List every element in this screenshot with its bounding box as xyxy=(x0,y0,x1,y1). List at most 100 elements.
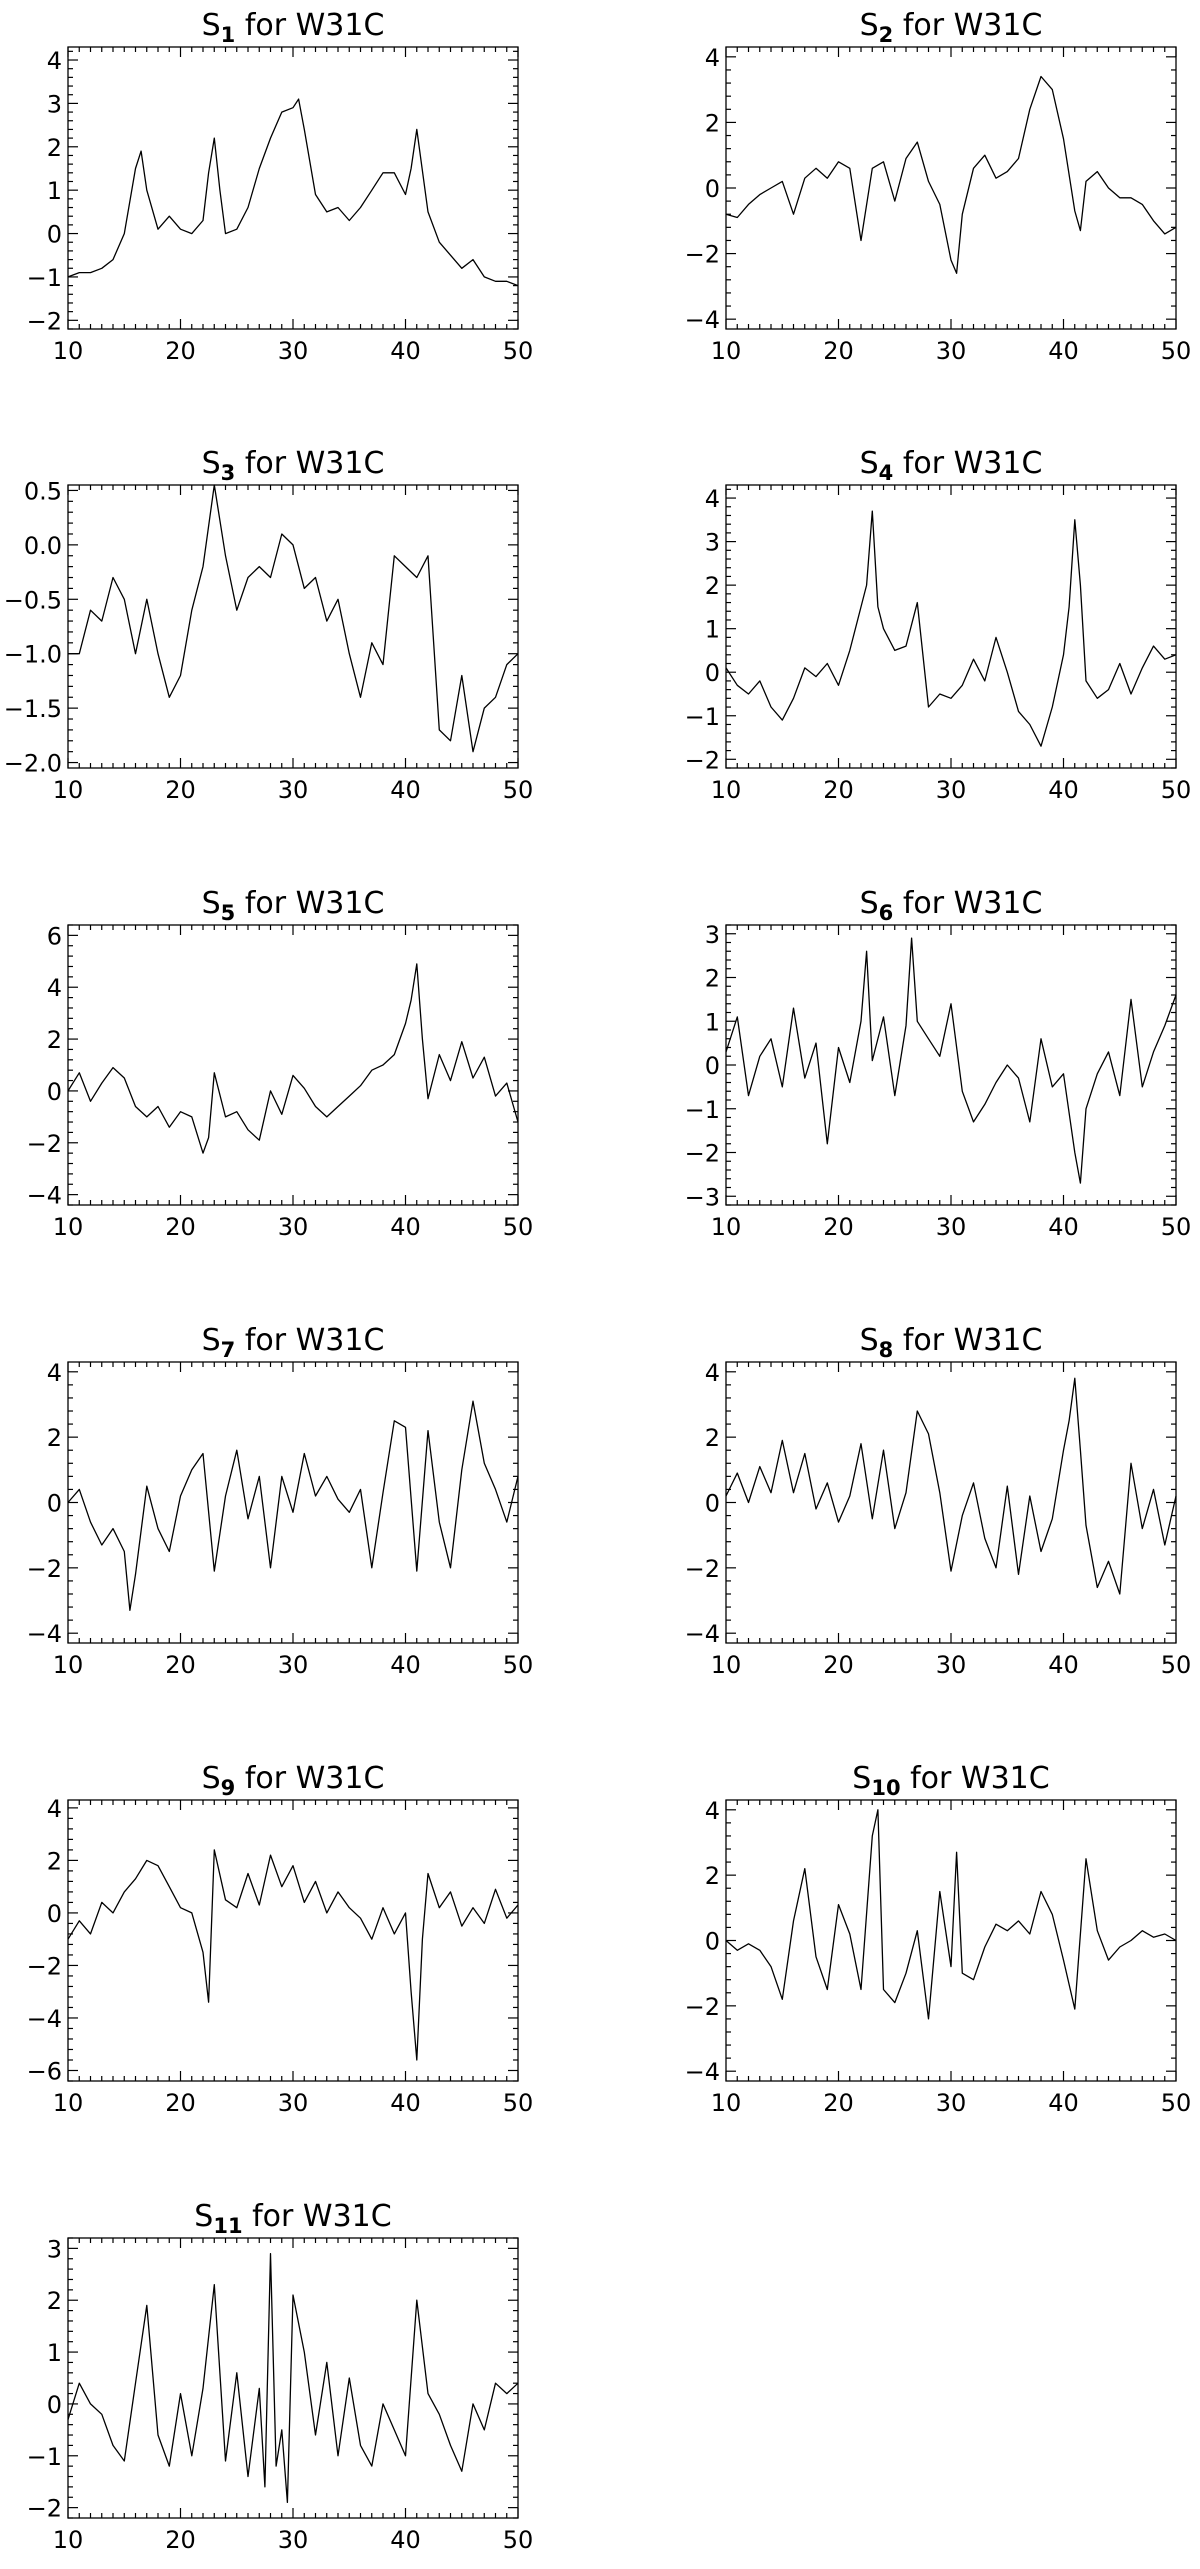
x-tick-label: 30 xyxy=(936,1213,967,1241)
y-tick-label: 2 xyxy=(47,1424,62,1452)
y-tick-label: −2 xyxy=(27,1952,62,1980)
y-tick-label: −4 xyxy=(685,2058,720,2086)
panel-title-base: S xyxy=(860,1323,879,1358)
panel-s7: S7 for W31C 10 20 30 40 50 −4 −2 0 2 4 xyxy=(27,1323,534,1679)
y-tick-label: 4 xyxy=(705,1359,720,1387)
panel-title-rest: for W31C xyxy=(243,2199,392,2234)
x-tick-label: 20 xyxy=(823,2089,854,2117)
panel-title-rest: for W31C xyxy=(893,886,1042,921)
y-tick-label: 2 xyxy=(705,572,720,600)
y-tick-label: −4 xyxy=(685,306,720,334)
x-tick-label: 10 xyxy=(53,1651,84,1679)
panel-title-rest: for W31C xyxy=(235,1761,384,1796)
y-tick-label: −4 xyxy=(685,1620,720,1648)
panel-title: S6 for W31C xyxy=(860,886,1043,925)
x-tick-label: 40 xyxy=(1048,1651,1079,1679)
panel-s6: S6 for W31C 10 20 30 40 50 −3 −2 −1 0 1 2 3 xyxy=(685,886,1192,1241)
x-tick-label: 20 xyxy=(165,337,196,365)
y-tick-label: 4 xyxy=(705,1797,720,1825)
series-line-s7 xyxy=(67,1400,519,1611)
y-tick-label: 6 xyxy=(47,922,62,950)
x-tick-label: 50 xyxy=(503,1213,534,1241)
x-tick-label: 50 xyxy=(503,1651,534,1679)
x-tick-label: 50 xyxy=(503,776,534,804)
panel-title-subscript: 9 xyxy=(221,1776,236,1800)
x-tick-label: 30 xyxy=(278,2089,309,2117)
x-tick-label: 20 xyxy=(165,1651,196,1679)
y-tick-label: −2.0 xyxy=(4,750,62,778)
x-tick-label: 10 xyxy=(53,776,84,804)
y-tick-label: 0.5 xyxy=(24,477,62,505)
plot-frame xyxy=(725,1799,1177,2082)
panel-title-subscript: 11 xyxy=(213,2214,242,2238)
y-tick-label: 1 xyxy=(705,1008,720,1036)
y-tick-label: 2 xyxy=(47,134,62,162)
series-line-s8 xyxy=(725,1377,1177,1595)
y-tick-label: −2 xyxy=(27,307,62,335)
y-tick-label: −3 xyxy=(685,1183,720,1211)
x-tick-label: 20 xyxy=(165,776,196,804)
x-tick-label: 20 xyxy=(823,776,854,804)
y-tick-label: −2 xyxy=(685,746,720,774)
x-tick-label: 20 xyxy=(823,1651,854,1679)
plot-frame xyxy=(67,924,519,1206)
y-tick-label: 0 xyxy=(47,1490,62,1518)
panel-s11: S11 for W31C 10 20 30 40 50 −2 −1 0 1 2 3 xyxy=(27,2199,534,2554)
x-tick-label: 50 xyxy=(503,2526,534,2554)
panel-title-base: S xyxy=(194,2199,213,2234)
plot-frame xyxy=(67,484,519,769)
y-tick-label: 2 xyxy=(47,2287,62,2315)
y-tick-label: −2 xyxy=(685,241,720,269)
y-tick-label: 0 xyxy=(705,1490,720,1518)
x-tick-label: 30 xyxy=(936,2089,967,2117)
y-tick-label: 0.0 xyxy=(24,532,62,560)
y-tick-label: −4 xyxy=(27,2005,62,2033)
panel-title: S3 for W31C xyxy=(202,446,385,485)
series-line-s10 xyxy=(725,1809,1177,2020)
panel-title: S11 for W31C xyxy=(194,2199,391,2238)
panel-title-rest: for W31C xyxy=(235,886,384,921)
panel-title-rest: for W31C xyxy=(893,446,1042,481)
plot-frame xyxy=(725,924,1177,1206)
x-tick-label: 10 xyxy=(711,776,742,804)
y-tick-label: 2 xyxy=(705,1424,720,1452)
y-tick-label: −2 xyxy=(685,1140,720,1168)
panel-title-base: S xyxy=(202,1761,221,1796)
panel-title-subscript: 5 xyxy=(221,901,236,925)
x-tick-label: 20 xyxy=(165,2526,196,2554)
y-tick-label: 4 xyxy=(705,44,720,72)
series-line-s11 xyxy=(67,2252,519,2504)
x-tick-label: 10 xyxy=(711,337,742,365)
x-tick-label: 10 xyxy=(711,2089,742,2117)
panel-title-base: S xyxy=(202,446,221,481)
x-tick-label: 10 xyxy=(711,1213,742,1241)
panel-s9: S9 for W31C 10 20 30 40 50 −6 −4 −2 0 2 4 xyxy=(27,1761,534,2117)
x-tick-label: 40 xyxy=(390,2089,421,2117)
panel-title-rest: for W31C xyxy=(893,1323,1042,1358)
y-tick-label: −1 xyxy=(685,1096,720,1124)
y-tick-label: −6 xyxy=(27,2057,62,2085)
series-line-s9 xyxy=(67,1849,519,2061)
x-tick-label: 30 xyxy=(278,337,309,365)
x-tick-label: 30 xyxy=(936,337,967,365)
y-tick-label: 4 xyxy=(47,1795,62,1823)
x-tick-label: 10 xyxy=(53,2526,84,2554)
y-tick-label: 0 xyxy=(47,1078,62,1106)
series-line-s2 xyxy=(725,75,1177,274)
x-tick-label: 20 xyxy=(165,1213,196,1241)
x-tick-label: 30 xyxy=(278,1651,309,1679)
panel-title-base: S xyxy=(202,8,221,43)
plot-frame xyxy=(725,1361,1177,1644)
y-tick-label: 0 xyxy=(705,175,720,203)
series-line-s1 xyxy=(67,98,519,287)
y-tick-label: 1 xyxy=(47,2339,62,2367)
x-tick-label: 40 xyxy=(1048,2089,1079,2117)
panel-title-subscript: 4 xyxy=(879,461,894,485)
x-tick-label: 10 xyxy=(53,2089,84,2117)
panel-title-rest: for W31C xyxy=(235,1323,384,1358)
x-tick-label: 10 xyxy=(53,337,84,365)
panel-title-subscript: 3 xyxy=(221,461,236,485)
x-tick-label: 20 xyxy=(165,2089,196,2117)
